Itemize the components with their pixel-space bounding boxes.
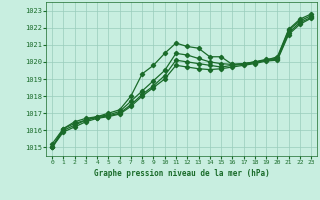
X-axis label: Graphe pression niveau de la mer (hPa): Graphe pression niveau de la mer (hPa) <box>94 169 269 178</box>
